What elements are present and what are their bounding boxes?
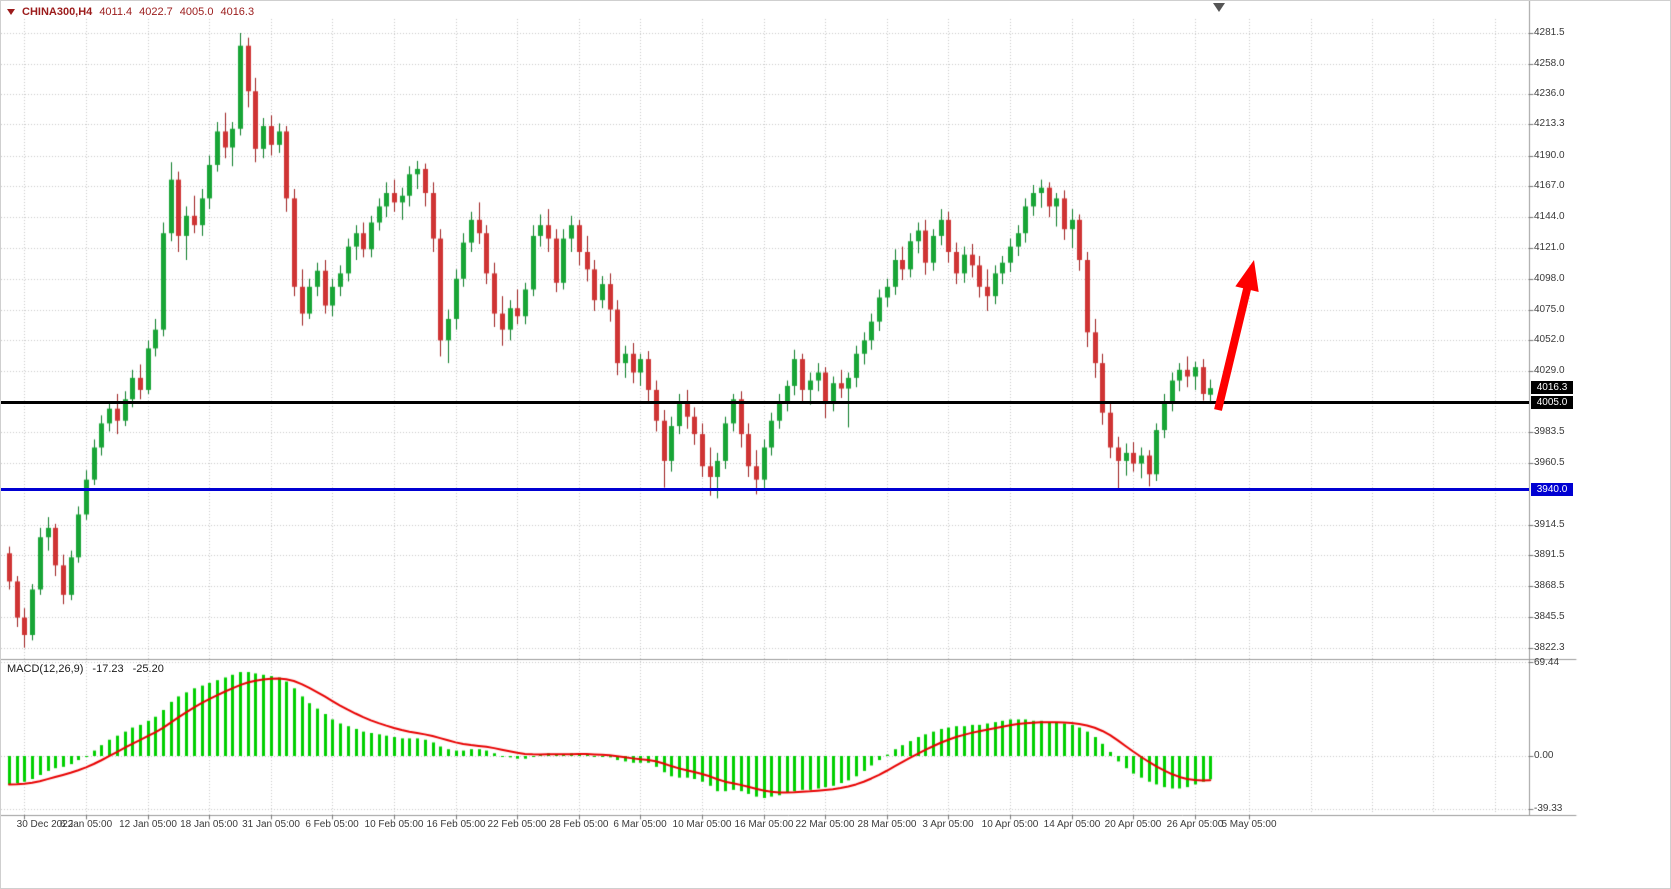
current-price-tag: 4016.3 — [1531, 381, 1573, 394]
time-axis-tick: 22 Mar 05:00 — [795, 819, 855, 830]
price-axis-tick: 4213.3 — [1534, 118, 1565, 129]
last-bar-open: 4011.4 — [99, 6, 133, 18]
hline-price-tag: 4005.0 — [1531, 396, 1573, 409]
price-axis-tick: 4075.0 — [1534, 304, 1565, 315]
price-axis[interactable]: 4281.5 4258.0 4236.0 4213.3 4190.0 4167.0 4144… — [1530, 1, 1590, 815]
macd-indicator-label: MACD(12,26,9) -17.23 -25.20 — [7, 663, 164, 675]
price-axis-tick: 3845.5 — [1534, 611, 1565, 622]
macd-signal-value: -25.20 — [132, 663, 164, 675]
time-axis-tick: 10 Feb 05:00 — [364, 819, 424, 830]
last-bar-close: 4016.3 — [220, 6, 255, 18]
macd-main-value: -17.23 — [92, 663, 124, 675]
symbol-ohlc-label: CHINA300,H4 4011.4 4022.7 4005.0 4016.3 — [7, 6, 256, 18]
price-axis-tick: 3891.5 — [1534, 549, 1565, 560]
price-axis-tick: 4167.0 — [1534, 180, 1565, 191]
last-bar-high: 4022.7 — [139, 6, 173, 18]
time-axis-tick: 10 Apr 05:00 — [981, 819, 1039, 830]
price-axis-tick: 4281.5 — [1534, 27, 1565, 38]
time-axis-tick: 26 Apr 05:00 — [1166, 819, 1224, 830]
support-price-tag: 3940.0 — [1531, 483, 1573, 496]
price-axis-tick: 3960.5 — [1534, 457, 1565, 468]
time-axis-tick: 18 Jan 05:00 — [180, 819, 238, 830]
symbol-dropdown-icon — [7, 9, 15, 15]
symbol-name: CHINA300,H4 — [22, 6, 93, 18]
price-axis-tick: 4029.0 — [1534, 365, 1565, 376]
time-axis-tick: 30 Dec 2022 — [16, 819, 74, 830]
time-axis-tick: 12 Jan 05:00 — [119, 819, 177, 830]
time-axis[interactable]: 30 Dec 2022 6 Jan 05:00 12 Jan 05:00 18 Jan… — [1, 815, 1576, 835]
time-axis-tick: 16 Mar 05:00 — [734, 819, 794, 830]
time-axis-tick: 6 Jan 05:00 — [59, 819, 113, 830]
price-axis-tick: 4098.0 — [1534, 273, 1565, 284]
time-axis-tick: 16 Feb 05:00 — [426, 819, 486, 830]
time-axis-tick: 6 Mar 05:00 — [613, 819, 667, 830]
price-axis-tick: 4052.0 — [1534, 334, 1565, 345]
price-axis-tick: 4236.0 — [1534, 88, 1565, 99]
support-hline[interactable] — [1, 488, 1529, 491]
last-bar-low: 4005.0 — [179, 6, 214, 18]
price-axis-tick: 4144.0 — [1534, 211, 1565, 222]
time-axis-tick: 10 Mar 05:00 — [672, 819, 732, 830]
price-axis-tick: 3983.5 — [1534, 426, 1565, 437]
macd-axis-tick: -39.33 — [1534, 803, 1563, 814]
price-axis-tick: 4121.0 — [1534, 242, 1565, 253]
price-axis-tick: 4190.0 — [1534, 150, 1565, 161]
time-axis-tick: 14 Apr 05:00 — [1043, 819, 1101, 830]
price-axis-tick: 3914.5 — [1534, 519, 1565, 530]
price-axis-tick: 3822.3 — [1534, 642, 1565, 653]
macd-name: MACD(12,26,9) — [7, 663, 84, 675]
macd-axis-tick: 69.44 — [1534, 657, 1560, 668]
time-axis-tick: 5 May 05:00 — [1221, 819, 1277, 830]
price-axis-tick: 4258.0 — [1534, 58, 1565, 69]
chart-shift-marker-icon[interactable] — [1213, 3, 1225, 12]
resistance-hline[interactable] — [1, 401, 1529, 404]
time-axis-tick: 28 Mar 05:00 — [857, 819, 917, 830]
time-axis-tick: 28 Feb 05:00 — [549, 819, 609, 830]
macd-axis-tick: 0.00 — [1534, 750, 1554, 761]
time-axis-tick: 3 Apr 05:00 — [922, 819, 974, 830]
time-axis-tick: 31 Jan 05:00 — [242, 819, 300, 830]
price-axis-tick: 3868.5 — [1534, 580, 1565, 591]
time-axis-tick: 22 Feb 05:00 — [487, 819, 547, 830]
time-axis-tick: 6 Feb 05:00 — [305, 819, 359, 830]
time-axis-tick: 20 Apr 05:00 — [1104, 819, 1162, 830]
